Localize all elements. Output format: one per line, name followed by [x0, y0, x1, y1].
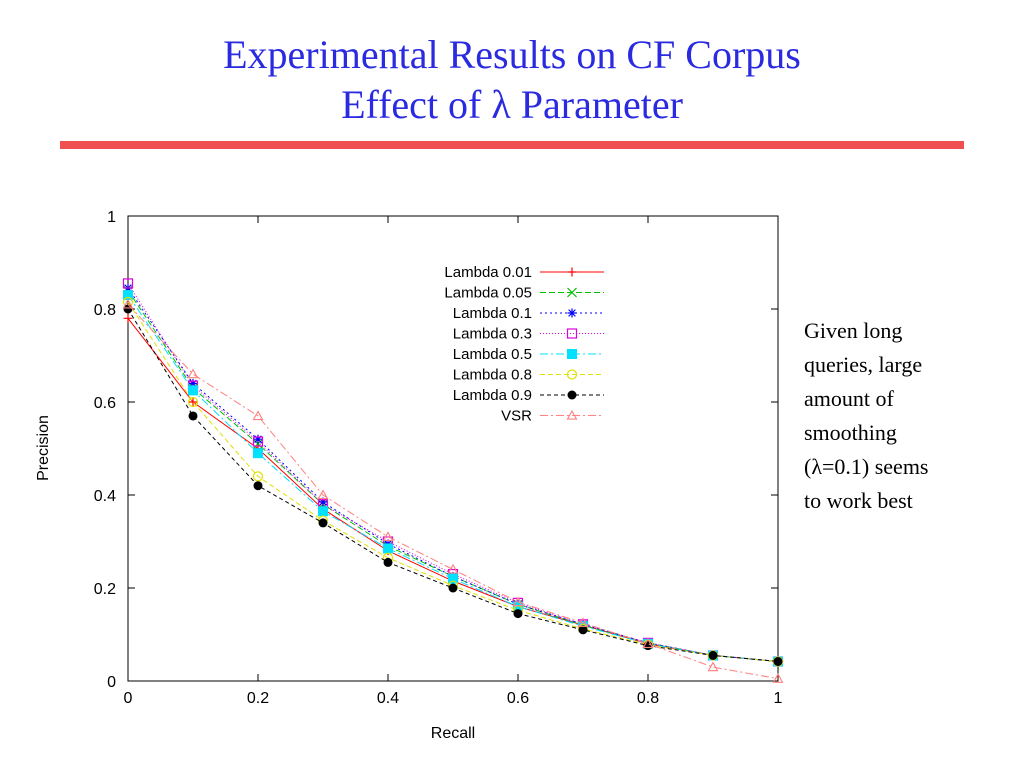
data-point	[123, 313, 133, 323]
series-vsr	[122, 298, 784, 683]
legend: Lambda 0.01 Lambda 0.05 Lambda 0.1 Lambda 0…	[444, 264, 604, 425]
series-lambda-0-9	[123, 304, 783, 666]
x-tick-label: 0	[124, 690, 133, 707]
note-line: smoothing	[804, 420, 897, 445]
y-axis-label: Precision	[35, 415, 52, 481]
title-rule	[60, 141, 964, 149]
data-point	[772, 673, 784, 683]
title-line-1: Experimental Results on CF Corpus	[223, 32, 801, 77]
note-line: amount of	[804, 386, 894, 411]
note-line: (λ=0.1) seems	[804, 454, 929, 479]
data-point	[253, 438, 263, 449]
y-tick-label: 0.8	[94, 302, 116, 319]
data-point	[708, 650, 718, 660]
data-point	[773, 656, 783, 666]
legend-label: Lambda 0.9	[453, 387, 532, 404]
note-line: to work best	[804, 488, 913, 513]
series-line	[127, 304, 779, 680]
legend-label: Lambda 0.5	[453, 346, 532, 363]
data-point	[187, 396, 199, 408]
data-point	[383, 543, 393, 554]
data-point	[567, 287, 577, 298]
data-point	[382, 531, 394, 541]
legend-label: Lambda 0.3	[453, 326, 532, 343]
y-tick-label: 0.4	[94, 488, 116, 505]
legend-label: Lambda 0.01	[444, 264, 532, 281]
data-point	[318, 518, 328, 528]
data-point	[383, 557, 393, 567]
data-point	[578, 625, 588, 635]
data-point	[253, 481, 263, 491]
legend-label: VSR	[501, 408, 532, 425]
data-point	[567, 308, 577, 318]
data-point	[317, 489, 329, 500]
data-point	[252, 436, 264, 447]
legend-label: Lambda 0.1	[453, 305, 532, 322]
data-point	[188, 397, 198, 407]
x-axis-label: Recall	[431, 725, 475, 742]
data-point	[707, 661, 719, 672]
data-point	[253, 434, 263, 444]
x-tick-label: 1	[774, 690, 783, 707]
data-point	[252, 471, 264, 482]
series-line	[127, 290, 779, 662]
x-tick-label: 0.2	[247, 690, 269, 707]
legend-label: Lambda 0.05	[444, 285, 532, 302]
y-tick-label: 0.6	[94, 395, 116, 412]
x-tick-label: 0.4	[377, 690, 399, 707]
y-tick-label: 1	[107, 209, 116, 226]
data-point	[188, 378, 198, 388]
data-point	[187, 368, 199, 379]
data-point	[567, 349, 577, 359]
data-point	[512, 596, 524, 607]
data-point	[188, 411, 198, 421]
data-point	[318, 497, 328, 507]
data-point	[513, 609, 523, 619]
slide-title: Experimental Results on CF Corpus Effect…	[0, 30, 1024, 130]
legend-label: Lambda 0.8	[453, 367, 532, 384]
note-line: Given long	[804, 318, 903, 343]
plot-border	[127, 215, 779, 682]
x-tick-label: 0.8	[637, 690, 659, 707]
series-layer	[122, 278, 784, 683]
series-lambda-0-05	[123, 285, 783, 667]
data-point	[566, 409, 578, 420]
precision-recall-chart: 0 0.2 0.4 0.6 0.8 1 0 0.2 0.4 0.6 0.8 1 Lambda 0.01…	[35, 209, 784, 742]
data-point	[252, 410, 264, 421]
data-point	[448, 573, 458, 584]
data-point	[642, 638, 654, 648]
annotation-note: Given long queries, large amount of smoothi…	[804, 314, 1004, 518]
axis-ticks: 0 0.2 0.4 0.6 0.8 1 0 0.2 0.4 0.6 0.8 1	[94, 209, 783, 707]
y-tick-label: 0.2	[94, 581, 116, 598]
data-point	[253, 448, 263, 459]
data-point	[566, 369, 578, 380]
note-line: queries, large	[804, 352, 923, 377]
data-point	[448, 583, 458, 593]
data-point	[447, 563, 459, 574]
series-line	[127, 287, 779, 662]
data-point	[122, 278, 134, 289]
plot-frame	[127, 215, 779, 682]
data-point	[122, 298, 134, 309]
x-tick-label: 0.6	[507, 690, 529, 707]
data-point	[318, 506, 328, 517]
y-tick-label: 0	[107, 674, 116, 691]
title-line-2: Effect of λ Parameter	[341, 82, 683, 127]
data-point	[567, 390, 577, 400]
data-point	[566, 328, 578, 339]
data-point	[577, 617, 589, 628]
data-point	[188, 385, 198, 396]
data-point	[567, 267, 577, 277]
